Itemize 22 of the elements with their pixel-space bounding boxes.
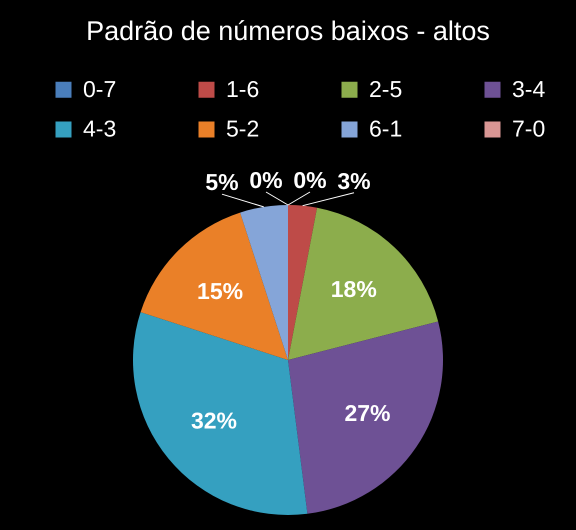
data-label: 3%: [337, 168, 371, 194]
data-label: 27%: [344, 400, 391, 426]
chart-title: Padrão de números baixos - altos: [86, 16, 490, 46]
data-label: 5%: [205, 169, 239, 196]
pie-slice: [140, 212, 288, 360]
pie-slice: [288, 321, 443, 514]
legend-label: 1-6: [226, 76, 260, 102]
legend-label: 2-5: [369, 76, 402, 102]
text: 0%: [293, 167, 327, 193]
pie-slice: [288, 205, 318, 360]
pie-slice: [288, 208, 438, 360]
legend-label: 4-3: [83, 116, 116, 142]
legend-label: 0-7: [83, 76, 116, 102]
data-label: 32%: [190, 407, 237, 434]
legend-label: 3-4: [512, 76, 546, 102]
text: 0%: [249, 167, 283, 193]
pie-slice: [133, 312, 308, 515]
data-label: 18%: [330, 276, 377, 302]
legend-label: 6-1: [369, 116, 402, 142]
data-label: 15%: [197, 278, 244, 304]
legend-label: 7-0: [512, 116, 546, 142]
legend-label: 5-2: [226, 116, 260, 142]
